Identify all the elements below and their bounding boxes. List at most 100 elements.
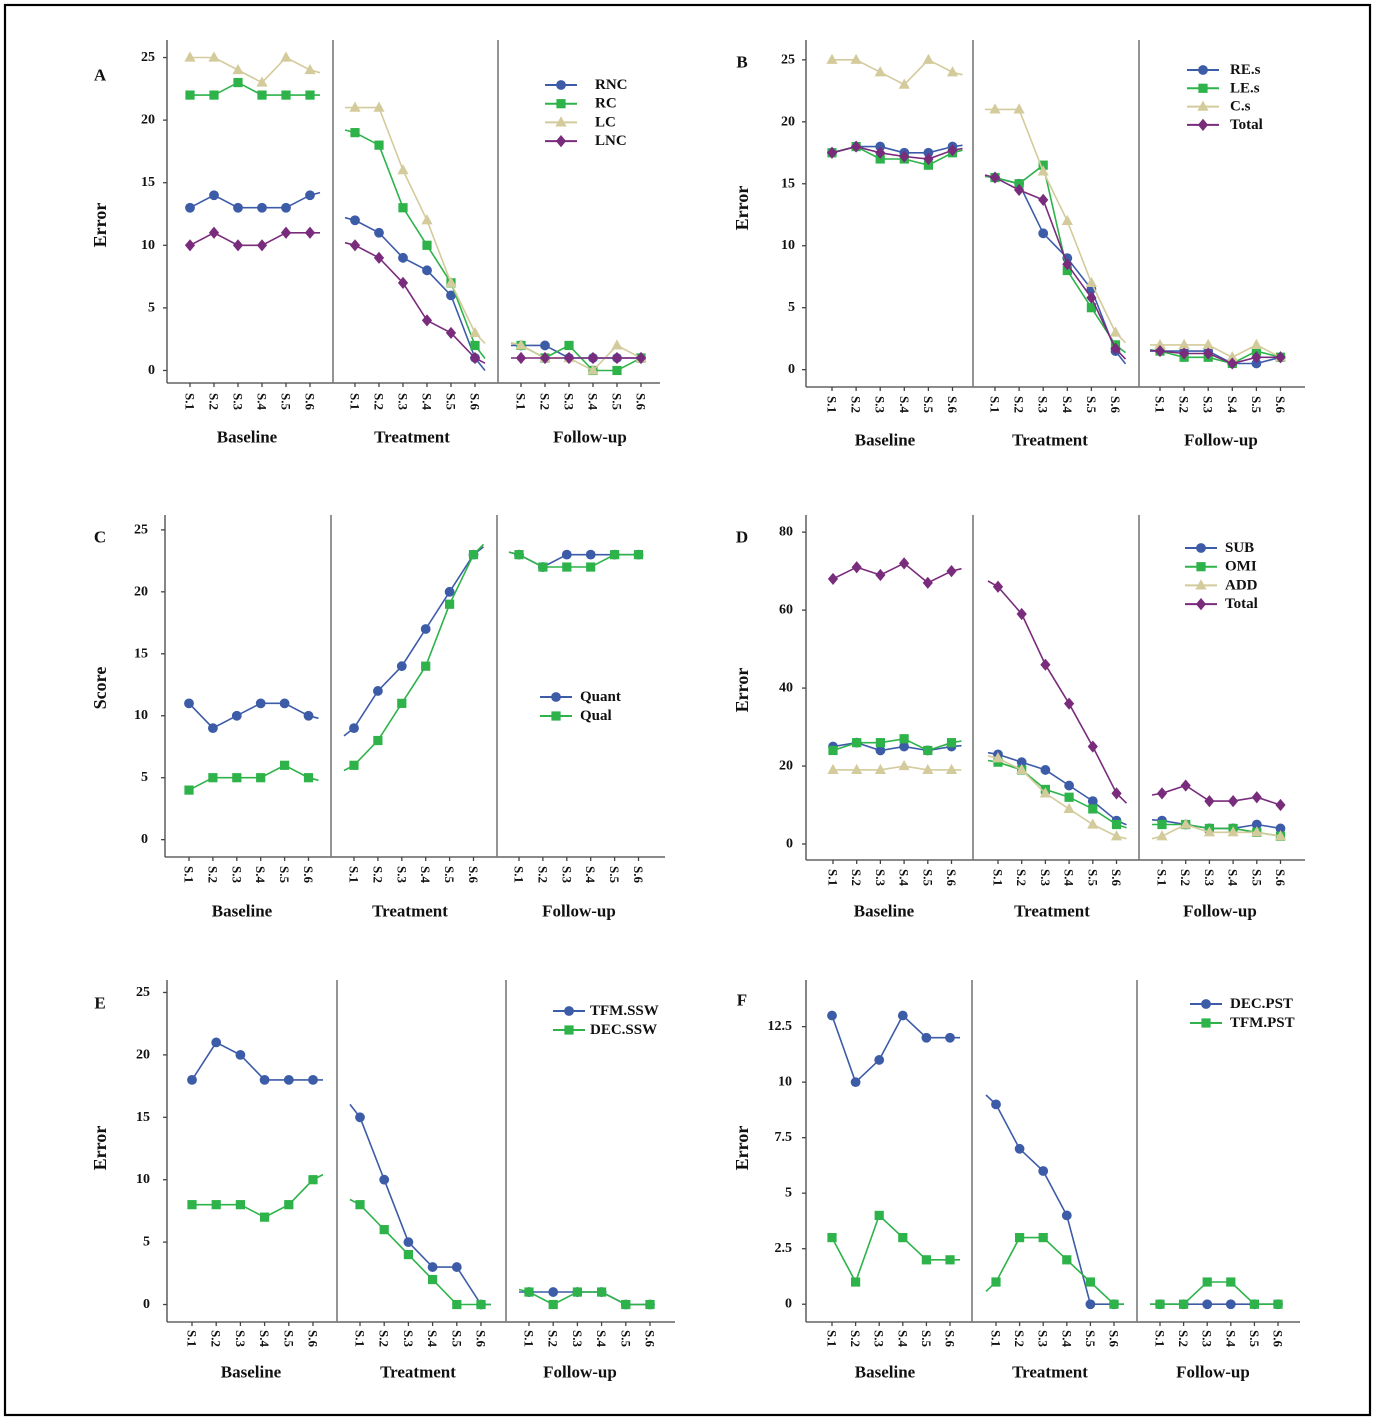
- figure-border: [3, 3, 1372, 1417]
- data-point: [1251, 791, 1262, 804]
- data-point: [1063, 802, 1075, 814]
- data-point: [1013, 103, 1025, 114]
- data-point: [350, 215, 360, 226]
- data-point: [898, 1233, 908, 1243]
- data-point: [208, 226, 220, 239]
- series-re-s: [827, 141, 1286, 369]
- data-point: [452, 1299, 462, 1310]
- data-point: [1225, 1299, 1236, 1310]
- data-point: [621, 1299, 631, 1310]
- x-tick-label: S.6: [643, 1330, 658, 1347]
- y-tick-label: 15: [136, 1110, 150, 1125]
- x-tick-label: S.5: [277, 866, 292, 883]
- data-point: [468, 550, 479, 560]
- x-tick-label: S.1: [988, 396, 1003, 413]
- data-point: [922, 53, 934, 64]
- data-point: [349, 239, 361, 252]
- data-point: [211, 1200, 221, 1210]
- data-point: [515, 351, 527, 365]
- data-point: [398, 252, 408, 263]
- data-point: [421, 214, 433, 225]
- x-tick-label: S.1: [182, 866, 197, 883]
- data-point: [1110, 830, 1123, 841]
- y-tick-label: 20: [781, 114, 795, 129]
- y-tick-label: 25: [134, 522, 148, 537]
- x-tick-label: S.2: [849, 396, 864, 413]
- data-point: [875, 738, 885, 748]
- y-tick-label: 40: [779, 681, 793, 696]
- data-point: [1155, 1299, 1165, 1309]
- data-point: [1061, 1210, 1072, 1221]
- y-tick-label: 10: [136, 1172, 150, 1187]
- data-point: [397, 164, 409, 175]
- data-point: [373, 101, 385, 112]
- panel-letter: E: [94, 994, 105, 1013]
- y-axis-title: Error: [90, 1126, 110, 1171]
- x-tick-label: S.2: [1012, 396, 1027, 413]
- y-tick-label: 0: [785, 1297, 792, 1312]
- y-tick-label: 15: [141, 175, 155, 190]
- x-tick-label: S.3: [229, 866, 244, 883]
- series-line: [984, 175, 1127, 365]
- phase-label: Baseline: [217, 428, 278, 447]
- y-tick-label: 20: [141, 113, 155, 128]
- x-tick-label: S.3: [396, 393, 411, 410]
- series-rnc: [185, 190, 646, 371]
- data-point: [257, 90, 267, 100]
- y-tick-label: 0: [786, 837, 793, 852]
- data-point: [279, 698, 290, 709]
- data-point: [989, 103, 1001, 114]
- data-point: [1228, 795, 1239, 808]
- x-tick-label: S.6: [1109, 869, 1124, 886]
- legend-label: C.s: [1230, 99, 1251, 115]
- x-tick-label: S.5: [281, 1330, 296, 1347]
- data-point: [255, 698, 266, 709]
- data-point: [280, 226, 292, 239]
- series-dec-ssw: [187, 1173, 655, 1310]
- data-point: [875, 154, 885, 164]
- data-point: [209, 90, 219, 100]
- series-line: [985, 1236, 1124, 1305]
- phase-label: Follow-up: [1184, 431, 1258, 450]
- data-point: [851, 140, 862, 153]
- data-point: [1178, 338, 1190, 349]
- y-tick-label: 25: [781, 52, 795, 67]
- legend: DEC.PST TFM.PST: [1190, 996, 1295, 1031]
- x-tick-label: S.5: [607, 866, 622, 883]
- series-line: [189, 231, 320, 247]
- y-tick-label: 10: [134, 708, 148, 723]
- x-tick-label: S.4: [586, 393, 601, 410]
- series-line: [344, 129, 486, 359]
- data-point: [1014, 179, 1024, 189]
- x-tick-label: S.5: [1249, 869, 1264, 886]
- legend-label: RNC: [595, 77, 628, 93]
- series-line: [833, 765, 962, 771]
- y-tick-label: 7.5: [775, 1130, 793, 1145]
- data-point: [184, 785, 194, 795]
- data-point: [1039, 787, 1051, 798]
- y-tick-label: 5: [141, 770, 148, 785]
- series-le-s: [827, 141, 1286, 369]
- legend-marker: [551, 711, 561, 721]
- data-point: [875, 568, 886, 582]
- data-point: [1110, 342, 1121, 355]
- data-point: [1180, 818, 1192, 829]
- series-line: [984, 174, 1127, 360]
- x-tick-label: S.1: [348, 393, 363, 410]
- data-point: [349, 723, 359, 734]
- x-tick-label: S.4: [1060, 396, 1075, 413]
- data-point: [851, 561, 862, 574]
- series-line: [985, 108, 1127, 344]
- series-sub: [828, 737, 1286, 834]
- x-tick-label: S.2: [848, 1330, 863, 1347]
- series-line: [343, 543, 485, 772]
- data-point: [281, 202, 291, 213]
- x-tick-label: S.4: [583, 866, 598, 883]
- panel-a: A Error 0 5 10 15 20 25 S.1 S.2 S.3 S.4 S.5 S.6 Baseli…: [90, 40, 660, 447]
- x-tick-label: S.6: [303, 393, 318, 410]
- data-point: [989, 171, 1001, 184]
- data-point: [1250, 338, 1262, 349]
- data-point: [379, 1174, 390, 1185]
- data-point: [373, 735, 383, 746]
- x-tick-label: S.4: [594, 1330, 609, 1347]
